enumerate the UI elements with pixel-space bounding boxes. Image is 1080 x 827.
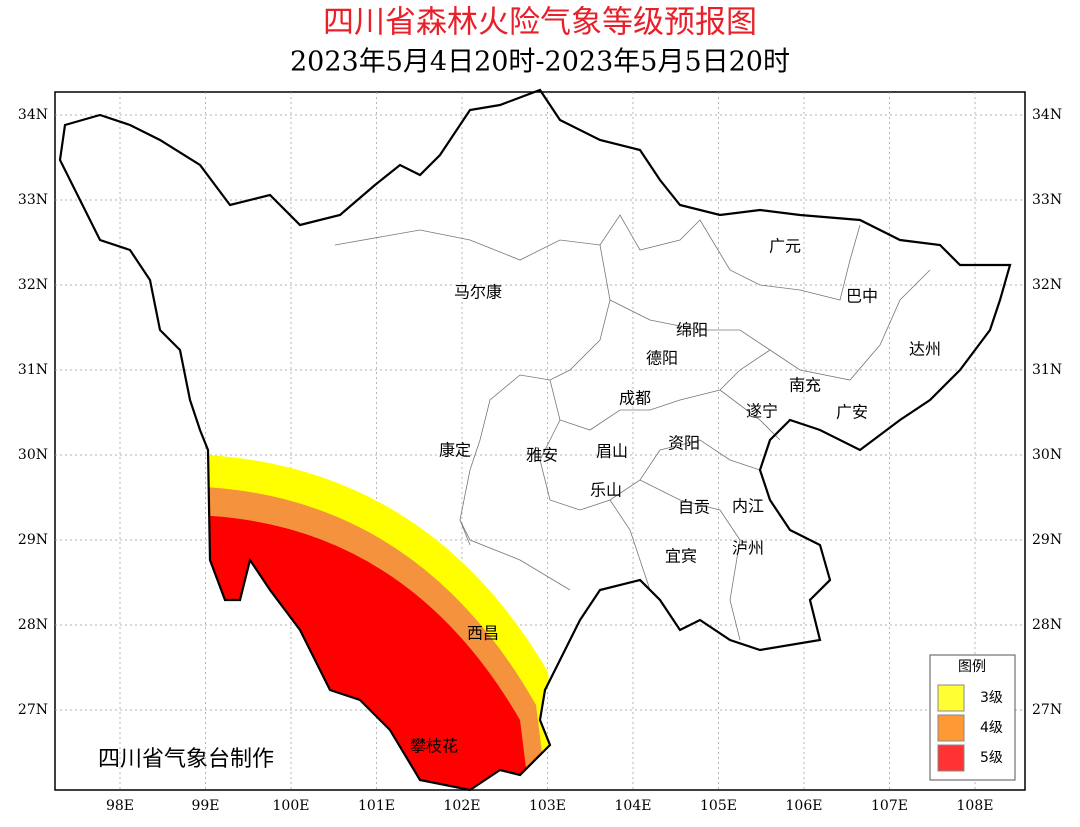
y-tick-label: 32N bbox=[1032, 277, 1062, 293]
graticule bbox=[55, 92, 1025, 790]
x-tick-label: 104E bbox=[615, 798, 652, 814]
title: 四川省森林火险气象等级预报图 bbox=[323, 5, 757, 41]
legend-label: 5级 bbox=[980, 750, 1003, 766]
legend-title: 图例 bbox=[958, 659, 986, 675]
credit: 四川省气象台制作 bbox=[98, 747, 274, 772]
x-tick-label: 98E bbox=[106, 798, 134, 814]
y-tick-label: 29N bbox=[1032, 532, 1062, 548]
city-label: 巴中 bbox=[846, 287, 878, 306]
y-tick-label: 28N bbox=[1032, 617, 1062, 633]
city-label: 德阳 bbox=[646, 349, 678, 368]
subtitle: 2023年5月4日20时-2023年5月5日20时 bbox=[290, 47, 790, 78]
legend-label: 4级 bbox=[980, 720, 1003, 736]
city-label: 广安 bbox=[836, 403, 868, 422]
y-tick-label: 32N bbox=[18, 277, 48, 293]
legend-label: 3级 bbox=[980, 690, 1003, 706]
y-tick-label: 34N bbox=[18, 107, 48, 123]
y-tick-label: 29N bbox=[18, 532, 48, 548]
city-label: 雅安 bbox=[526, 446, 558, 465]
city-label: 泸州 bbox=[732, 539, 764, 558]
y-tick-label: 27N bbox=[1032, 702, 1062, 718]
city-label: 西昌 bbox=[467, 624, 499, 643]
legend-swatch bbox=[937, 684, 965, 712]
y-tick-label: 30N bbox=[18, 447, 48, 463]
city-label: 南充 bbox=[789, 376, 821, 395]
y-tick-label: 30N bbox=[1032, 447, 1062, 463]
legend-swatch bbox=[937, 714, 965, 742]
y-tick-label: 33N bbox=[1032, 192, 1062, 208]
city-label: 自贡 bbox=[678, 498, 710, 517]
y-tick-label: 31N bbox=[18, 362, 48, 378]
city-boundaries bbox=[334, 214, 931, 641]
y-tick-label: 33N bbox=[18, 192, 48, 208]
city-label: 绵阳 bbox=[676, 321, 708, 340]
y-tick-label: 27N bbox=[18, 702, 48, 718]
city-label: 遂宁 bbox=[746, 402, 778, 421]
city-label: 广元 bbox=[769, 237, 801, 256]
legend-swatch bbox=[937, 744, 965, 772]
city-label: 康定 bbox=[439, 441, 471, 460]
x-tick-label: 100E bbox=[273, 798, 310, 814]
x-tick-label: 99E bbox=[191, 798, 219, 814]
city-label: 乐山 bbox=[590, 481, 622, 500]
x-tick-label: 108E bbox=[957, 798, 994, 814]
city-label: 成都 bbox=[619, 389, 651, 408]
x-tick-label: 101E bbox=[358, 798, 395, 814]
x-tick-label: 102E bbox=[444, 798, 481, 814]
x-tick-label: 107E bbox=[871, 798, 908, 814]
y-tick-label: 31N bbox=[1032, 362, 1062, 378]
city-label: 达州 bbox=[909, 340, 941, 359]
city-label: 资阳 bbox=[668, 434, 700, 453]
city-label: 眉山 bbox=[596, 442, 628, 461]
y-tick-label: 34N bbox=[1032, 107, 1062, 123]
y-tick-label: 28N bbox=[18, 617, 48, 633]
city-label: 攀枝花 bbox=[410, 737, 458, 756]
x-tick-label: 105E bbox=[700, 798, 737, 814]
city-label: 马尔康 bbox=[454, 283, 502, 302]
city-label: 内江 bbox=[732, 497, 764, 516]
x-tick-label: 106E bbox=[786, 798, 823, 814]
legend: 图例 3级 4级 5级 bbox=[929, 654, 1016, 781]
city-label: 宜宾 bbox=[665, 547, 697, 566]
x-tick-label: 103E bbox=[529, 798, 566, 814]
